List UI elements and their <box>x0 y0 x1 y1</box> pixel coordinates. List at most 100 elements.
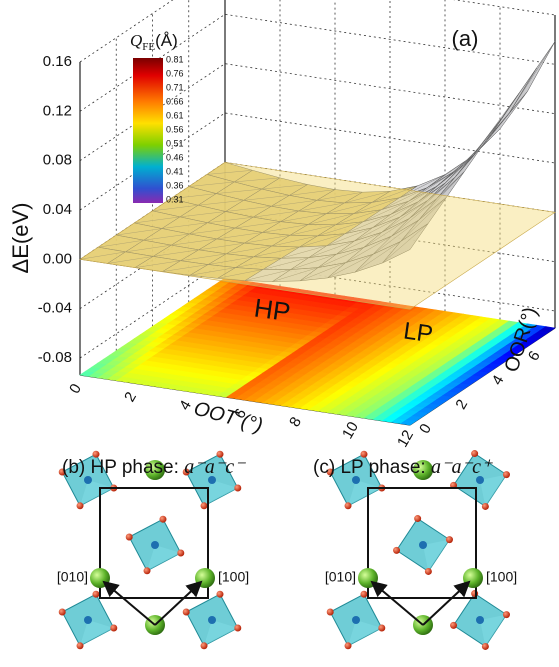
oxygen <box>216 590 224 598</box>
y-tick-label: 4 <box>489 372 508 388</box>
surface-diag <box>216 232 263 240</box>
oxygen <box>58 608 66 616</box>
unit-cell <box>99 487 209 599</box>
surface-diag <box>289 189 336 196</box>
direction-arrow <box>370 580 424 626</box>
surface-diag <box>290 254 337 270</box>
oxygen <box>182 468 190 476</box>
surface-diag <box>272 267 319 282</box>
colorbar-tick-label: 0.81 <box>166 54 184 64</box>
surface-diag <box>427 155 474 201</box>
surface-diag <box>363 200 409 222</box>
octahedron-face <box>80 620 114 646</box>
y-tick-label: 0 <box>416 421 435 437</box>
surface-diag <box>161 222 208 229</box>
octahedron-face <box>204 620 238 646</box>
b-site <box>476 616 484 624</box>
surface-diag <box>198 200 244 206</box>
oxygen <box>393 546 401 554</box>
oxygen <box>502 611 510 619</box>
zero-plane <box>79 162 556 310</box>
direction-label: [100] <box>486 569 517 585</box>
surface-diag <box>326 227 373 246</box>
colorbar-tick-label: 0.51 <box>166 138 184 148</box>
panel-label: (b) <box>62 457 85 478</box>
colorbar-title: QFE(Å) <box>130 31 178 53</box>
notation: a⁻a⁻c⁺ <box>431 456 493 478</box>
surface-diag <box>371 185 418 203</box>
octahedron-face <box>147 545 181 571</box>
surface-diag <box>244 269 291 281</box>
oxygen <box>234 624 242 632</box>
colorbar-tick-label: 0.56 <box>166 124 184 134</box>
panel-title: (c) LP phase: a⁻a⁻c⁺ <box>313 456 493 478</box>
surface-diag <box>79 251 126 260</box>
colorbar-tick-label: 0.71 <box>166 82 184 92</box>
surface-diag <box>280 213 327 222</box>
surface-diag <box>336 232 382 255</box>
colorbar-tick-label: 0.36 <box>166 180 184 190</box>
surface-diag <box>335 209 382 225</box>
title: LP phase: <box>340 457 425 478</box>
colorbar-tick-label: 0.41 <box>166 166 184 176</box>
x-tick-label: 4 <box>176 398 195 414</box>
x-tick-label: 0 <box>66 381 85 397</box>
oxygen <box>177 549 185 557</box>
direction-arrow <box>422 580 471 626</box>
x-tick-label: 10 <box>339 419 362 442</box>
surface-diag <box>344 214 391 234</box>
oxygen <box>481 642 489 650</box>
oxygen <box>182 608 190 616</box>
surface-diag <box>373 219 419 255</box>
surface-diag <box>326 202 372 214</box>
oxygen <box>344 642 352 650</box>
surface-diag <box>390 186 437 215</box>
surface-diag <box>243 195 290 201</box>
structures: [010] [100] [010] [100] <box>57 450 517 650</box>
b-site <box>352 616 360 624</box>
b-site <box>151 541 159 549</box>
b-site <box>476 476 484 484</box>
surface-diag <box>188 181 235 187</box>
surface-diag <box>263 257 309 270</box>
surface-diag <box>234 177 281 183</box>
octahedron-face <box>348 620 382 646</box>
z-tick-label: 0.00 <box>43 250 72 267</box>
oxygen <box>450 621 458 629</box>
surface-diag <box>454 119 501 178</box>
colorbar-tick-label: 0.31 <box>166 194 184 204</box>
surface-diag <box>299 233 346 248</box>
b-site <box>84 476 92 484</box>
surface-diag <box>261 184 308 190</box>
direction-label: [100] <box>218 569 249 585</box>
b-site <box>208 476 216 484</box>
surface-diag <box>327 254 374 279</box>
surface-diag <box>318 247 364 268</box>
surface-diag <box>509 41 556 113</box>
surface-diag <box>417 164 464 202</box>
oxygen <box>58 468 66 476</box>
oxygen <box>110 624 118 632</box>
octahedron-face <box>348 480 382 506</box>
oxygen <box>344 502 352 510</box>
octahedron-face <box>480 474 507 507</box>
octahedron-face <box>423 539 450 572</box>
oxygen <box>481 502 489 510</box>
z-tick-label: 0.08 <box>43 152 72 169</box>
subscript: FE <box>142 41 155 53</box>
surface-diag <box>399 182 446 218</box>
oxygen <box>360 590 368 598</box>
surface-diag <box>170 193 217 199</box>
panel-label: (c) <box>313 457 335 478</box>
surface-diag <box>363 218 410 248</box>
surface-diag <box>206 170 253 175</box>
surface <box>79 41 556 310</box>
colorbar-tick-label: 0.66 <box>166 96 184 106</box>
surface-diag <box>207 216 254 223</box>
surface-diag <box>317 221 364 237</box>
octahedron-face <box>204 480 238 506</box>
surface-diag <box>116 228 162 236</box>
surface-diag <box>162 264 209 272</box>
panel-label: (a) <box>452 26 479 51</box>
